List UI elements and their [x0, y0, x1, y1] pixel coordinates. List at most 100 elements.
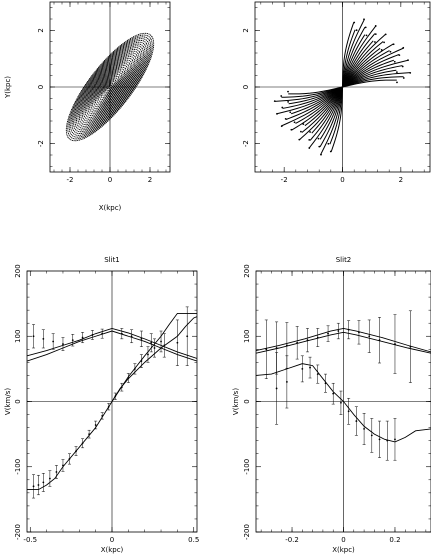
orbit-ellipse [108, 84, 112, 90]
spoke-end-point [353, 21, 356, 24]
data-point [130, 335, 133, 338]
spoke-end-point [389, 50, 392, 53]
data-point [186, 335, 189, 338]
y-tick-label: 100 [14, 330, 22, 343]
model-curve-0 [27, 327, 197, 359]
data-point [81, 336, 84, 339]
y-tick-label: 0 [242, 85, 250, 89]
data-point [42, 337, 45, 340]
plot-area [256, 310, 431, 461]
spoke-end-point [383, 41, 385, 44]
data-point [285, 344, 288, 347]
data-point [347, 410, 350, 413]
y-axis-label: V(km/s) [4, 388, 12, 415]
data-point [62, 343, 64, 345]
y-axis-label: Y(kpc) [4, 76, 12, 99]
spoke-end-point [364, 26, 367, 29]
spoke-end-point [317, 137, 320, 140]
spoke-end-point [355, 29, 358, 32]
model-curve-1 [27, 330, 197, 362]
spoke-end-point [393, 60, 396, 63]
spoke-end-point [327, 142, 330, 145]
chart-title: Slit2 [336, 256, 352, 264]
spoke-end-point [290, 128, 293, 131]
orbit-ellipse [73, 41, 147, 133]
data-point [88, 433, 91, 436]
y-tick-label: 2 [242, 28, 250, 32]
data-point [409, 345, 412, 348]
plot-area [65, 32, 155, 142]
x-tick-label: 2 [148, 176, 152, 184]
data-point [91, 334, 94, 336]
data-point [147, 353, 149, 356]
data-point [94, 424, 97, 426]
data-point [363, 428, 365, 430]
orbit-ellipse [103, 79, 117, 95]
data-point [386, 439, 389, 442]
data-point [101, 414, 104, 417]
data-point [340, 401, 342, 404]
spoke-end-point [395, 71, 398, 74]
y-tick-label: -200 [14, 524, 22, 540]
data-point [368, 335, 371, 338]
orbit-ellipse [94, 68, 126, 106]
spoke-end-point [293, 121, 296, 124]
orbit-ellipse [106, 82, 114, 92]
spoke-end-point [374, 41, 376, 43]
data-point [140, 360, 143, 362]
spoke-end-point [318, 145, 321, 148]
orbit-ellipse [83, 54, 137, 120]
data-point [332, 392, 335, 395]
spoke-end-point [365, 34, 368, 37]
data-point [265, 348, 268, 351]
data-point [120, 332, 123, 335]
data-point [347, 328, 350, 331]
spoke-end-point [384, 33, 387, 36]
model-curve-0 [256, 327, 431, 353]
data-point [337, 330, 340, 332]
x-axis-label: X(kpc) [99, 204, 122, 212]
data-point [378, 438, 381, 441]
x-tick-label: 2 [399, 176, 403, 184]
spoke-end-point [398, 54, 401, 57]
spoke-end-point [302, 123, 305, 125]
data-point [55, 471, 58, 473]
data-point [62, 464, 64, 467]
y-tick-label: 0 [14, 399, 22, 403]
spoke-end-point [273, 100, 276, 103]
x-tick-label: 0 [340, 176, 344, 184]
x-tick-label: -0.5 [23, 536, 37, 544]
orbit-ellipse [65, 32, 155, 142]
data-point [127, 377, 130, 379]
spoke-end-point [276, 112, 278, 115]
orbit-ellipse [87, 59, 133, 115]
orbit-ellipse [68, 36, 152, 138]
spoke-end-point [392, 43, 395, 46]
x-tick-label: 0.5 [188, 536, 199, 544]
spoke-end-point [320, 153, 322, 156]
spoke-end-point [374, 25, 377, 27]
data-point [140, 337, 143, 340]
data-point [68, 458, 71, 460]
orbit-ellipse [102, 77, 118, 97]
spoke-end-point [401, 65, 404, 68]
x-tick-label: -2 [281, 176, 288, 184]
data-point [358, 331, 360, 334]
x-tick-label: 0.2 [389, 536, 400, 544]
spoke-end-point [287, 100, 290, 103]
spoke-end-point [284, 117, 287, 120]
orbit-ellipse [67, 34, 153, 140]
spoke-end-point [280, 125, 283, 128]
spoke-end-point [409, 71, 412, 74]
panel-orbits-left: -2 0 2 -2 0 2 X(kpc) Y(kpc) [4, 1, 171, 212]
spoke-end-point [329, 150, 332, 153]
data-point [48, 477, 51, 480]
orbit-ellipse [93, 66, 127, 108]
y-tick-label: -2 [242, 140, 250, 147]
data-point [378, 339, 381, 342]
data-point [160, 340, 162, 343]
orbit-ellipse [96, 70, 124, 104]
data-point [275, 387, 278, 390]
data-point [306, 339, 309, 342]
